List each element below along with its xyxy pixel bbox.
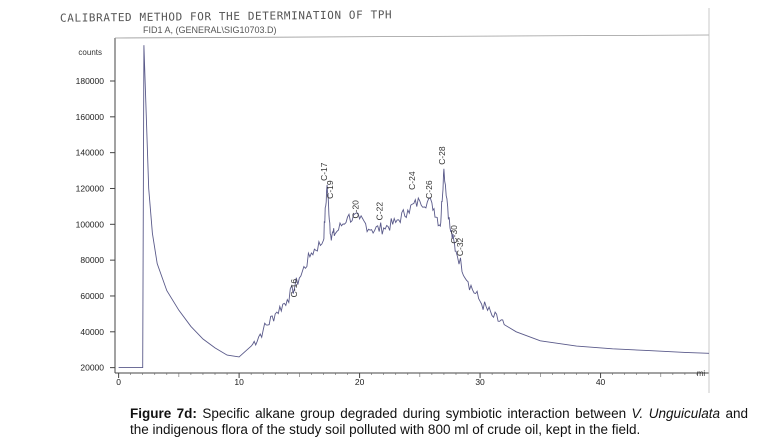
figure-caption: Figure 7d: Specific alkane group degrade… [130, 406, 748, 438]
y-tick-label: 180000 [76, 76, 105, 86]
x-axis-unit-label: mi [697, 369, 706, 378]
x-tick-label: 10 [234, 377, 244, 387]
peak-label: C-32 [455, 237, 465, 256]
y-tick-label: 20000 [80, 363, 104, 373]
x-tick-label: 0 [116, 377, 121, 387]
caption-species: V. Unguiculata [631, 406, 721, 421]
x-tick-label: 30 [475, 377, 485, 387]
caption-label: Figure 7d: [130, 406, 197, 421]
plot-top-border [114, 34, 710, 39]
peak-label: C-22 [374, 202, 384, 221]
peak-label: C-24 [407, 171, 417, 190]
peak-label: C-26 [424, 180, 434, 199]
y-tick-label: 160000 [76, 112, 105, 122]
peak-label: C-28 [437, 146, 447, 165]
peak-label: C-16 [289, 279, 299, 298]
y-tick-label: 60000 [80, 291, 104, 301]
peak-label: C-20 [350, 200, 360, 219]
peak-label: C-17 [319, 162, 329, 181]
chromatogram-trace [118, 45, 710, 369]
y-tick-label: 100000 [76, 219, 105, 229]
x-tick-label: 40 [596, 377, 606, 387]
y-tick-label: 40000 [80, 327, 104, 337]
peak-label: C-30 [449, 225, 459, 244]
caption-text-1: Specific alkane group degraded during sy… [196, 406, 632, 421]
y-axis-label: counts [78, 48, 102, 57]
y-tick-label: 140000 [76, 148, 105, 158]
caption-text-2: and the indigenous flora of the study so… [130, 406, 748, 437]
y-tick-label: 80000 [80, 255, 104, 265]
peak-label: C-19 [325, 180, 335, 199]
x-tick-label: 20 [355, 377, 365, 387]
signal-id-label: FID1 A, (GENERAL\SIG10703.D) [143, 25, 277, 35]
y-tick-label: 120000 [76, 183, 105, 193]
